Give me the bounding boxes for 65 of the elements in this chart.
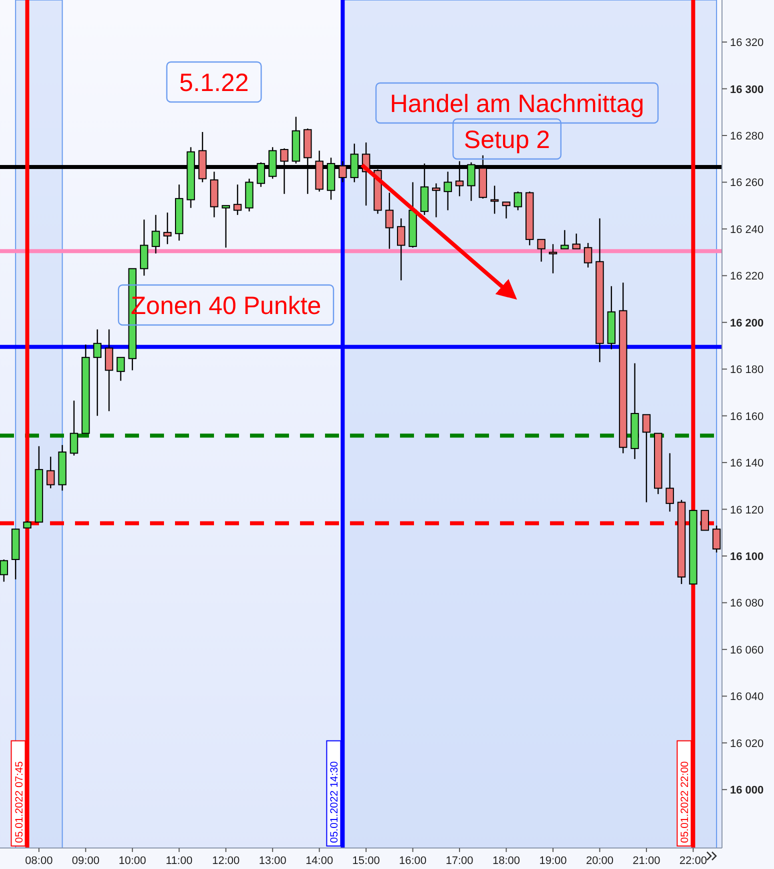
ref-line-label: 05.01.2022 22:00 [679, 761, 692, 843]
x-tick-label: 16:00 [399, 855, 427, 867]
y-tick-label: 16 040 [730, 691, 764, 704]
x-tick-label: 22:00 [679, 855, 707, 867]
x-tick-label: 11:00 [166, 855, 192, 867]
x-tick-label: 09:00 [72, 855, 100, 867]
y-tick-label: 16 260 [730, 177, 764, 190]
x-tick-label: 15:00 [352, 855, 380, 867]
y-tick-label: 16 200 [730, 317, 764, 330]
candlestick [46, 456, 55, 489]
candlestick [0, 558, 8, 582]
y-tick-label: 16 020 [730, 738, 764, 750]
candlestick [432, 182, 440, 218]
candlestick [444, 171, 452, 211]
ref-line-label: 05.01.2022 07:45 [13, 761, 26, 843]
x-tick-label: 19:00 [539, 855, 567, 867]
y-tick-label: 16 120 [730, 504, 764, 516]
y-tick-label: 16 180 [730, 364, 764, 376]
candlestick [152, 214, 160, 254]
candlestick [233, 184, 242, 216]
candlestick [514, 190, 522, 211]
x-tick-label: 08:00 [25, 855, 53, 867]
y-tick-label: 16 100 [730, 550, 764, 563]
candlestick [70, 400, 78, 456]
candlestick [396, 218, 406, 281]
y-tick-label: 16 000 [730, 784, 764, 797]
y-tick-label: 16 140 [730, 458, 764, 470]
y-tick-label: 16 300 [730, 84, 764, 96]
ref-line-label: 05.01.2022 14:30 [328, 761, 341, 843]
candlestick [502, 201, 510, 220]
y-tick-label: 16 240 [730, 224, 764, 236]
candlestick [385, 192, 394, 250]
annotation: Setup 2 [464, 126, 550, 154]
candlestick [104, 328, 114, 412]
x-tick-label: 21:00 [632, 855, 660, 867]
x-tick-label: 14:00 [306, 855, 334, 867]
candlestick [712, 525, 721, 554]
candlestick [163, 212, 172, 245]
y-tick-label: 16 320 [730, 37, 764, 50]
x-tick-label: 17:00 [446, 855, 474, 867]
y-tick-label: 16 160 [730, 410, 764, 423]
candlestick [140, 218, 148, 276]
x-tick-label: 13:00 [258, 855, 286, 867]
x-tick-label: 10:00 [118, 855, 146, 867]
candlestick [93, 328, 102, 416]
x-tick-label: 20:00 [586, 855, 614, 867]
annotation: 5.1.22 [179, 69, 249, 97]
candlestick [584, 242, 592, 268]
candlestick [560, 230, 569, 250]
candlestick [642, 414, 651, 503]
x-tick-label: 18:00 [492, 855, 520, 867]
candlestick [537, 238, 546, 262]
candlestick [666, 452, 674, 512]
candlestick [116, 356, 125, 382]
x-tick-label: 12:00 [212, 855, 240, 867]
candlestick [700, 510, 709, 531]
y-tick-label: 16 080 [730, 598, 764, 610]
candlestick [490, 185, 499, 214]
candlestick [222, 204, 230, 248]
y-tick-label: 16 220 [730, 270, 764, 283]
candlestick [548, 244, 558, 274]
candlestick [572, 233, 580, 250]
y-tick-label: 16 280 [730, 130, 764, 142]
y-tick-label: 16 060 [730, 644, 764, 656]
annotation: Handel am Nachmittag [390, 90, 644, 118]
